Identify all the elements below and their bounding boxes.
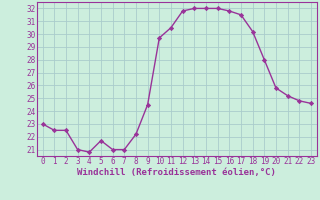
X-axis label: Windchill (Refroidissement éolien,°C): Windchill (Refroidissement éolien,°C) (77, 168, 276, 177)
